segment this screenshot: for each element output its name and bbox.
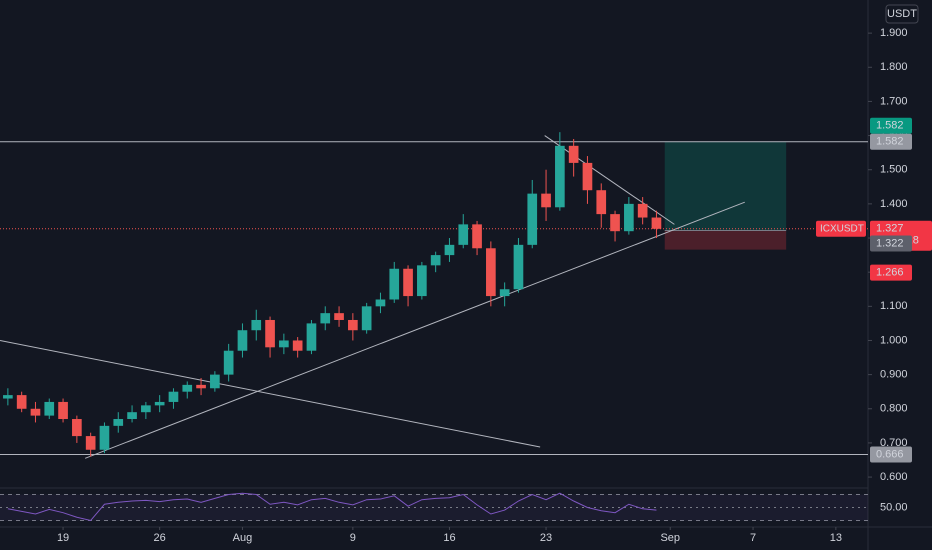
candle-body	[417, 265, 427, 297]
stop-label: 1.266	[876, 267, 904, 279]
hline-label-bg	[870, 133, 912, 150]
currency: USDT	[887, 8, 917, 20]
candle-body	[610, 214, 620, 232]
rsi-tick-label: 50.00	[880, 501, 908, 513]
candle-body	[458, 224, 469, 245]
x-tick-label: Aug	[233, 532, 253, 544]
candle-body	[486, 248, 496, 297]
y-tick-label: 1.500	[880, 164, 908, 176]
candle-body	[444, 244, 455, 256]
x-tick-label: 9	[350, 532, 356, 544]
target-zone	[664, 141, 787, 231]
target-label: 1.582	[876, 120, 904, 132]
trend-line	[84, 201, 745, 459]
hline-label-bg	[870, 446, 912, 463]
x-tick-label: Sep	[660, 532, 680, 544]
y-tick-label: 0.800	[880, 403, 908, 415]
candle-body	[320, 313, 331, 324]
trend-line	[0, 339, 541, 448]
x-tick-label: 13	[830, 532, 842, 544]
candle-body	[30, 408, 41, 416]
candle-body	[44, 401, 55, 416]
y-tick-label: 1.000	[880, 334, 908, 346]
candle-body	[279, 340, 289, 348]
last-price: 1.327	[876, 223, 904, 235]
candle-body	[251, 319, 262, 331]
candle-body	[223, 350, 234, 375]
candle-body	[99, 425, 110, 450]
candle-body	[651, 217, 662, 229]
candle-body	[113, 419, 124, 426]
symbol-label-bg	[816, 220, 866, 237]
y-tick-label: 1.100	[880, 300, 908, 312]
candle-body	[637, 203, 648, 218]
candle-body	[168, 391, 179, 402]
candle-body	[3, 395, 13, 399]
y-tick-label: 1.700	[880, 95, 908, 107]
entry-label: 1.322	[876, 237, 904, 249]
y-tick-label: 0.600	[880, 471, 908, 483]
candle-body	[237, 330, 248, 351]
candle-body	[210, 374, 220, 389]
candle-body	[85, 436, 96, 450]
candle-body	[582, 162, 593, 191]
candle-body	[403, 268, 413, 297]
symbol-label: ICXUSDT	[820, 223, 864, 234]
candle-body	[306, 323, 317, 351]
candle-body	[182, 384, 193, 392]
rsi-line	[7, 492, 657, 522]
candle-body	[541, 193, 551, 208]
candle-body	[499, 289, 510, 297]
x-tick-label: 23	[540, 532, 552, 544]
candle-body	[568, 145, 579, 163]
candle-body	[58, 401, 68, 420]
candle-body	[141, 405, 151, 413]
entry-label-bg	[870, 235, 912, 252]
candle-body	[127, 412, 137, 420]
candle-body	[292, 340, 303, 351]
candle-body	[430, 255, 441, 266]
candle-body	[513, 244, 524, 290]
candle-body	[596, 190, 607, 215]
y-tick-label: 1.400	[880, 198, 908, 210]
candle-body	[348, 319, 358, 331]
candle-body	[72, 419, 82, 437]
x-tick-label: 26	[154, 532, 166, 544]
candle-body	[375, 299, 386, 307]
y-tick-label: 1.800	[880, 61, 908, 73]
stop-zone	[664, 230, 787, 250]
x-tick-label: 7	[750, 532, 756, 544]
stop-label-bg	[870, 264, 912, 281]
candle-body	[334, 313, 344, 320]
hline-label: 0.666	[876, 448, 904, 460]
y-tick-label: 0.700	[880, 437, 908, 449]
x-tick-label: 19	[57, 532, 69, 544]
candle-body	[624, 203, 634, 232]
candle-body	[389, 268, 400, 300]
y-tick-label: 1.900	[880, 27, 908, 39]
candle-body	[527, 193, 538, 245]
candle-body	[472, 224, 482, 249]
target-label-bg	[870, 117, 912, 134]
trend-line	[544, 135, 675, 225]
candle-body	[16, 395, 27, 409]
candle-body	[265, 319, 275, 348]
hline-label: 1.582	[876, 136, 904, 148]
y-tick-label: 0.900	[880, 369, 908, 381]
candle-body	[361, 306, 372, 331]
candle-body	[154, 401, 165, 406]
candle-body	[555, 145, 565, 208]
candle-body	[196, 384, 206, 389]
currency-box[interactable]	[885, 4, 919, 24]
x-tick-label: 16	[443, 532, 455, 544]
